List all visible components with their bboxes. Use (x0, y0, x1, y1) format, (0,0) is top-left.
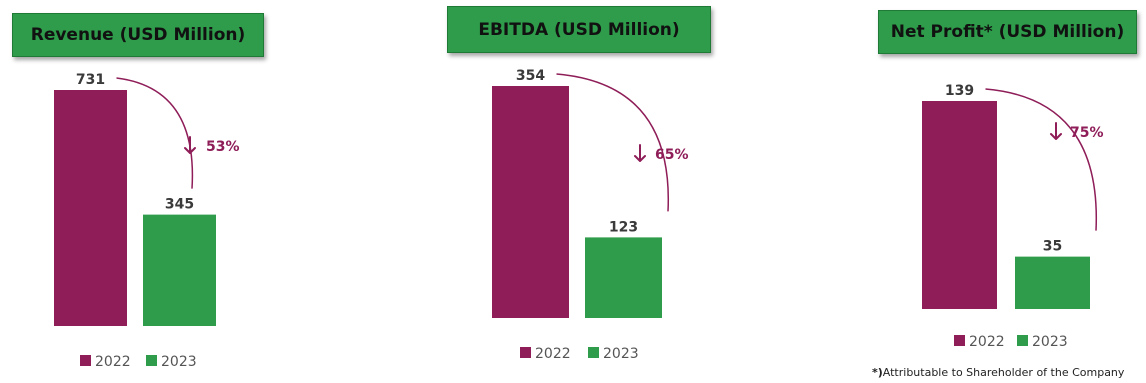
legend-swatch-2022 (80, 355, 91, 366)
data-label-2022: 354 (516, 68, 545, 84)
chart-title: Net Profit* (USD Million) (878, 10, 1137, 54)
change-connector (985, 88, 1098, 231)
change-connector (116, 77, 194, 189)
change-percent: 65% (655, 147, 689, 163)
change-connector (556, 73, 670, 212)
legend-label-2022: 2022 (535, 346, 571, 362)
bar-2022 (492, 86, 569, 318)
footnote-text: Attributable to Shareholder of the Compa… (882, 366, 1125, 379)
revenue-chart: 731 345 53% 2022 2023 (54, 72, 240, 370)
chart-title: EBITDA (USD Million) (447, 6, 711, 53)
chart-title: Revenue (USD Million) (12, 13, 264, 57)
legend-swatch-2023 (1017, 335, 1028, 346)
legend-label-2023: 2023 (603, 346, 639, 362)
data-label-2023: 35 (1043, 239, 1062, 255)
net-profit-chart-panel: Net Profit* (USD Million) 139 35 75% 2022 20… (870, 0, 1146, 383)
arrow-down-icon (184, 136, 196, 154)
legend-swatch-2023 (146, 355, 157, 366)
legend-swatch-2023 (588, 347, 599, 358)
bar-2023 (1015, 256, 1090, 309)
arrow-down-icon (1050, 122, 1062, 140)
change-percent: 75% (1070, 125, 1104, 141)
ebitda-chart-panel: EBITDA (USD Million) 354 123 65% 2022 2023 (440, 0, 740, 383)
legend-label-2023: 2023 (161, 354, 197, 370)
data-label-2023: 123 (609, 219, 638, 235)
revenue-chart-panel: Revenue (USD Million) 731 345 53% 2022 2023 (0, 0, 380, 383)
data-label-2022: 731 (76, 72, 105, 88)
legend-swatch-2022 (954, 335, 965, 346)
arrow-down-icon (634, 144, 646, 162)
bar-2023 (585, 237, 662, 318)
footnote-marker: *) (872, 366, 883, 379)
legend-label-2022: 2022 (95, 354, 131, 370)
legend-label-2023: 2023 (1032, 334, 1068, 350)
data-label-2023: 345 (165, 197, 194, 213)
legend-swatch-2022 (520, 347, 531, 358)
ebitda-chart: 354 123 65% 2022 2023 (492, 68, 689, 362)
data-label-2022: 139 (945, 83, 974, 99)
footnote: *)Attributable to Shareholder of the Com… (872, 366, 1124, 379)
legend-label-2022: 2022 (969, 334, 1005, 350)
bar-2022 (922, 101, 997, 309)
change-percent: 53% (206, 139, 240, 155)
bar-2022 (54, 90, 127, 326)
bar-2023 (143, 214, 216, 326)
net-profit-chart: 139 35 75% 2022 2023 (922, 83, 1104, 350)
